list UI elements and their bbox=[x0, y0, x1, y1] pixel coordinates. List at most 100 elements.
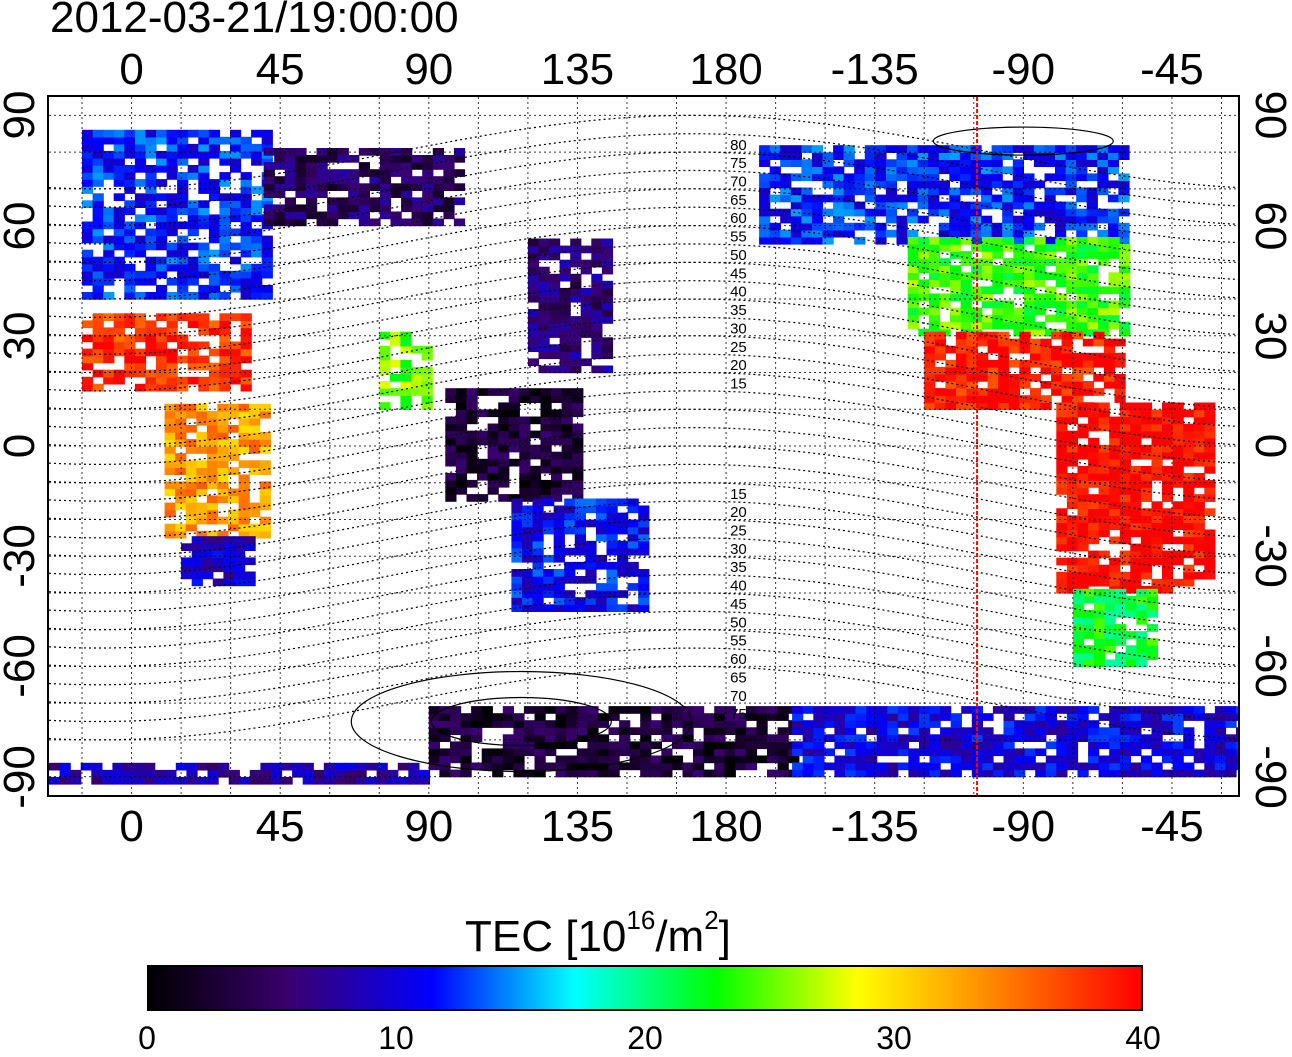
tec-cell bbox=[223, 557, 235, 566]
tec-cell bbox=[1119, 265, 1131, 273]
tec-cell bbox=[1151, 762, 1163, 771]
tec-cell bbox=[1172, 762, 1184, 771]
tec-cell bbox=[460, 762, 472, 771]
tec-cell bbox=[177, 172, 189, 180]
tec-cell bbox=[292, 769, 304, 778]
tec-cell bbox=[924, 381, 936, 389]
tec-cell bbox=[1119, 720, 1131, 728]
tec-cell bbox=[566, 755, 578, 764]
tec-cell bbox=[92, 235, 104, 244]
tec-cell bbox=[261, 249, 273, 258]
tec-cell bbox=[693, 762, 705, 771]
tec-cell bbox=[1225, 762, 1237, 771]
tec-cell bbox=[998, 388, 1010, 396]
tec-cell bbox=[876, 727, 888, 735]
tec-cell bbox=[540, 479, 552, 488]
tec-cell bbox=[358, 204, 370, 213]
tec-cell bbox=[1104, 659, 1116, 668]
tec-cell bbox=[187, 313, 199, 321]
tec-cell bbox=[432, 183, 444, 191]
tec-cell bbox=[1236, 741, 1238, 750]
tec-cell bbox=[1076, 194, 1088, 203]
tec-cell bbox=[977, 402, 989, 410]
tec-cell bbox=[498, 402, 510, 411]
tec-cell bbox=[513, 720, 525, 728]
tec-cell bbox=[421, 366, 433, 375]
tec-cell bbox=[113, 320, 125, 329]
tec-cell bbox=[570, 273, 582, 282]
tec-cell bbox=[1130, 727, 1142, 735]
tec-cell bbox=[187, 362, 199, 371]
tec-cell bbox=[1225, 734, 1237, 742]
tec-cell bbox=[202, 571, 214, 580]
tec-cell bbox=[251, 150, 263, 159]
tec-cell bbox=[428, 720, 440, 728]
tec-cell bbox=[1140, 480, 1153, 488]
tec-cell bbox=[400, 366, 412, 375]
tec-cell bbox=[597, 769, 610, 778]
tec-cell bbox=[1072, 388, 1084, 396]
tec-cell bbox=[422, 169, 434, 177]
tec-cell bbox=[450, 727, 462, 735]
tec-cell bbox=[650, 706, 662, 714]
tec-cell bbox=[218, 769, 230, 778]
tec-cell bbox=[145, 136, 157, 145]
tec-cell bbox=[219, 193, 231, 201]
tec-cell bbox=[212, 543, 224, 551]
tec-cell bbox=[124, 341, 136, 350]
tec-cell bbox=[1002, 201, 1014, 210]
tec-cell bbox=[1087, 265, 1099, 273]
tec-cell bbox=[379, 176, 392, 184]
tec-cell bbox=[1077, 480, 1089, 488]
tec-cell bbox=[938, 159, 950, 167]
tec-cell bbox=[1151, 515, 1163, 524]
tec-cell bbox=[1076, 244, 1088, 252]
colorbar-title-exponent-2: 2 bbox=[704, 905, 719, 935]
tec-cell bbox=[591, 252, 603, 261]
tec-cell bbox=[907, 215, 919, 224]
tec-cell bbox=[238, 474, 250, 483]
tec-cell bbox=[511, 569, 523, 577]
tec-cell bbox=[606, 576, 618, 584]
tec-cell bbox=[477, 472, 489, 481]
tec-cell bbox=[961, 755, 973, 764]
tec-cell bbox=[1162, 585, 1174, 594]
tec-cell bbox=[595, 519, 608, 528]
tec-cell bbox=[1104, 624, 1116, 632]
tec-cell bbox=[887, 734, 899, 742]
tec-cell bbox=[790, 145, 802, 153]
tec-cell bbox=[601, 245, 614, 254]
tec-cell bbox=[543, 583, 555, 591]
tec-cell bbox=[939, 300, 951, 309]
tec-cell bbox=[1125, 602, 1137, 611]
tec-cell bbox=[549, 302, 561, 310]
tec-cell bbox=[801, 201, 813, 210]
tec-cell bbox=[527, 287, 540, 296]
tec-cell bbox=[455, 451, 468, 460]
tec-cell bbox=[113, 193, 125, 201]
tec-cell bbox=[207, 769, 219, 778]
tec-cell bbox=[334, 769, 346, 778]
tec-cell bbox=[813, 720, 825, 728]
tec-cell bbox=[206, 474, 219, 483]
tec-cell bbox=[206, 495, 219, 504]
tec-cell bbox=[471, 713, 483, 721]
tec-cell bbox=[527, 330, 540, 338]
contour-label: 80 bbox=[730, 137, 747, 154]
tec-cell bbox=[124, 207, 136, 216]
tec-cell bbox=[1172, 550, 1184, 559]
tec-cell bbox=[551, 451, 563, 460]
tec-cell bbox=[627, 561, 639, 570]
tec-cell bbox=[608, 727, 620, 735]
tec-cell bbox=[564, 604, 576, 612]
tec-cell bbox=[991, 194, 1003, 203]
tec-cell bbox=[206, 417, 219, 426]
tec-cell bbox=[519, 430, 531, 439]
tec-cell bbox=[601, 351, 614, 360]
contour-label: 15 bbox=[730, 486, 747, 503]
tec-cell bbox=[638, 569, 650, 577]
tec-cell bbox=[992, 748, 1005, 757]
tec-cell bbox=[629, 762, 641, 771]
tec-cell bbox=[1119, 244, 1131, 252]
tec-cell bbox=[1225, 706, 1237, 714]
